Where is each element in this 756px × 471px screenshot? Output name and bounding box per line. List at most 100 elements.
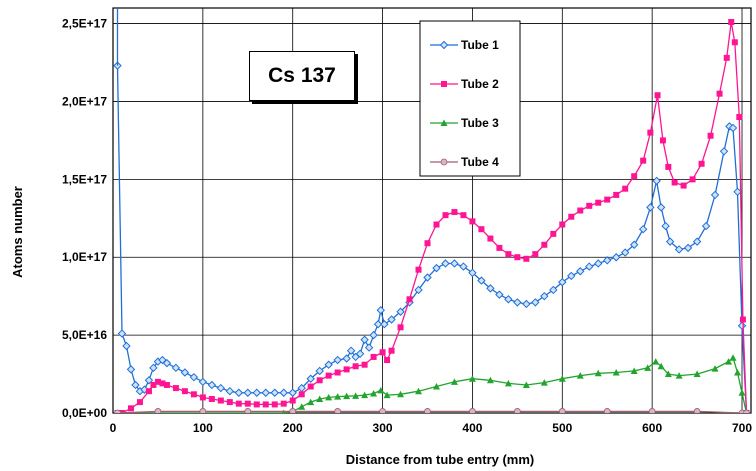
data-point-tube-1 bbox=[324, 360, 333, 369]
data-point-tube-1 bbox=[180, 368, 190, 377]
data-point-tube-1 bbox=[665, 237, 675, 246]
data-point-tube-3 bbox=[486, 376, 494, 384]
data-point-tube-3 bbox=[352, 392, 360, 399]
data-point-tube-1 bbox=[594, 259, 603, 268]
data-point-tube-1 bbox=[504, 295, 513, 304]
data-point-tube-2 bbox=[253, 401, 260, 408]
data-point-tube-1 bbox=[207, 380, 217, 390]
data-point-tube-2 bbox=[217, 397, 224, 404]
data-point-tube-2 bbox=[689, 176, 696, 183]
data-point-tube-3 bbox=[558, 375, 566, 382]
data-point-tube-2 bbox=[280, 400, 287, 407]
data-point-tube-2 bbox=[406, 296, 413, 303]
data-point-tube-3 bbox=[711, 365, 719, 372]
data-point-tube-3 bbox=[361, 391, 369, 399]
data-point-tube-2 bbox=[190, 391, 197, 398]
data-point-tube-3 bbox=[522, 381, 530, 388]
legend-label: Tube 1 bbox=[461, 38, 499, 52]
data-point-tube-2 bbox=[716, 90, 723, 97]
data-point-tube-1 bbox=[234, 388, 244, 397]
data-point-tube-3 bbox=[664, 370, 672, 378]
data-point-tube-1 bbox=[486, 284, 495, 293]
data-point-tube-1 bbox=[279, 388, 288, 397]
data-point-tube-2 bbox=[541, 241, 548, 248]
data-point-tube-2 bbox=[298, 391, 305, 398]
data-point-tube-3 bbox=[377, 386, 385, 394]
data-point-tube-1 bbox=[701, 221, 711, 231]
data-point-tube-1 bbox=[216, 383, 226, 393]
data-point-tube-1 bbox=[603, 256, 612, 265]
data-point-tube-1 bbox=[373, 320, 383, 329]
data-point-tube-1 bbox=[346, 346, 356, 355]
data-point-tube-4 bbox=[743, 409, 750, 413]
isotope-annotation: Cs 137 bbox=[249, 51, 355, 101]
data-point-tube-1 bbox=[710, 190, 720, 200]
data-point-tube-1 bbox=[585, 262, 594, 271]
x-tick-label: 400 bbox=[462, 421, 482, 435]
data-point-tube-1 bbox=[737, 321, 747, 330]
data-point-tube-3 bbox=[734, 369, 742, 376]
data-point-tube-2 bbox=[226, 399, 233, 406]
data-point-tube-1 bbox=[683, 243, 693, 253]
legend-marker bbox=[439, 40, 449, 50]
data-point-tube-3 bbox=[693, 370, 701, 378]
data-point-tube-3 bbox=[644, 364, 652, 371]
data-point-tube-3 bbox=[594, 369, 602, 377]
data-point-tube-2 bbox=[316, 377, 323, 384]
series-tube-2 bbox=[114, 19, 750, 413]
data-point-tube-2 bbox=[739, 316, 746, 323]
data-point-tube-2 bbox=[478, 226, 485, 233]
data-point-tube-1 bbox=[646, 203, 655, 212]
data-point-tube-2 bbox=[433, 221, 440, 228]
data-point-tube-1 bbox=[126, 365, 136, 374]
data-point-tube-2 bbox=[665, 163, 672, 170]
legend-marker bbox=[441, 81, 447, 87]
data-point-tube-2 bbox=[731, 39, 738, 46]
data-point-tube-1 bbox=[342, 354, 351, 363]
data-point-tube-2 bbox=[127, 405, 134, 412]
data-point-tube-1 bbox=[468, 268, 477, 278]
data-point-tube-1 bbox=[355, 349, 365, 359]
data-point-tube-1 bbox=[315, 366, 324, 376]
data-point-tube-2 bbox=[334, 369, 341, 376]
series-tube-3 bbox=[115, 354, 749, 413]
data-point-tube-1 bbox=[131, 380, 140, 390]
data-point-tube-2 bbox=[647, 129, 654, 136]
data-point-tube-2 bbox=[654, 92, 661, 99]
data-point-tube-1 bbox=[450, 259, 459, 268]
data-point-tube-4 bbox=[114, 409, 121, 413]
data-point-tube-4 bbox=[603, 408, 611, 413]
data-point-tube-1 bbox=[171, 363, 181, 373]
x-tick-label: 600 bbox=[642, 421, 662, 435]
data-point-tube-1 bbox=[656, 203, 666, 212]
data-point-tube-2 bbox=[487, 235, 494, 242]
data-point-tube-3 bbox=[432, 383, 440, 390]
data-point-tube-1 bbox=[122, 341, 131, 351]
data-point-tube-2 bbox=[451, 209, 458, 216]
y-tick-label: 2,0E+17 bbox=[62, 94, 107, 108]
data-point-tube-3 bbox=[383, 391, 391, 399]
data-point-tube-2 bbox=[181, 388, 188, 395]
data-point-tube-3 bbox=[415, 387, 423, 395]
y-tick-label: 0,0E+00 bbox=[62, 406, 107, 420]
data-point-tube-1 bbox=[733, 187, 742, 197]
data-point-tube-1 bbox=[638, 224, 648, 234]
y-tick-label: 5,0E+16 bbox=[62, 328, 107, 342]
data-point-tube-1 bbox=[692, 237, 702, 246]
data-point-tube-1 bbox=[719, 147, 729, 156]
data-point-tube-3 bbox=[657, 362, 665, 370]
data-point-tube-2 bbox=[424, 240, 431, 247]
data-point-tube-1 bbox=[661, 221, 670, 231]
data-point-tube-2 bbox=[640, 157, 647, 164]
data-point-tube-1 bbox=[477, 276, 486, 285]
data-point-tube-1 bbox=[728, 123, 738, 133]
data-point-tube-2 bbox=[415, 266, 422, 273]
legend: Tube 1 Tube 2 Tube 3 Tube 4 bbox=[419, 20, 521, 177]
data-point-tube-2 bbox=[723, 54, 730, 61]
data-point-tube-1 bbox=[414, 285, 423, 295]
data-point-tube-3 bbox=[450, 378, 458, 385]
data-point-tube-2 bbox=[352, 363, 359, 370]
x-axis-title: Distance from tube entry (mm) bbox=[346, 452, 535, 467]
data-point-tube-3 bbox=[334, 393, 342, 400]
